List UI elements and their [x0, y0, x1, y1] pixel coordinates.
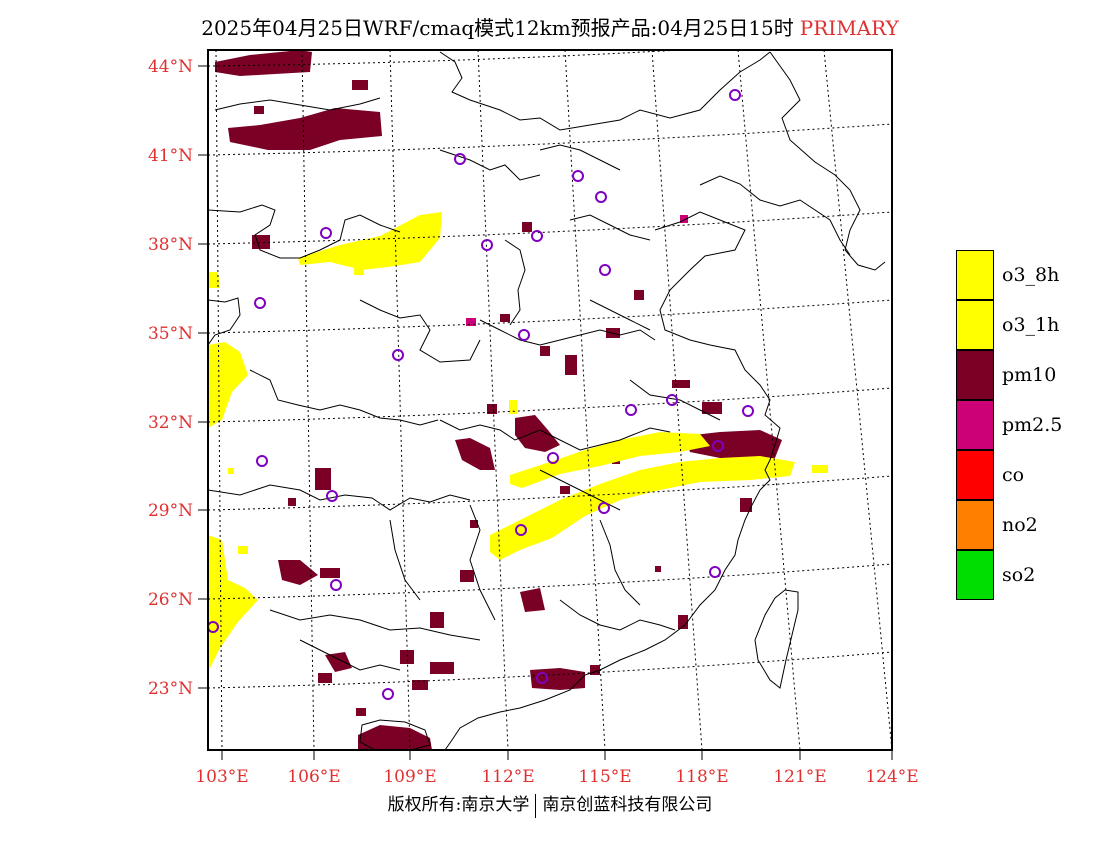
legend-label: so2	[1002, 564, 1036, 586]
legend-label: o3_8h	[1002, 264, 1060, 286]
legend-item-co: co	[956, 450, 1096, 500]
map-title: 2025年04月25日WRF/cmaq模式12km预报产品:04月25日15时 P…	[0, 12, 1100, 41]
lat-label: 38°N	[148, 235, 193, 255]
lat-label: 26°N	[148, 590, 193, 610]
legend-item-so2: so2	[956, 550, 1096, 600]
legend-label: no2	[1002, 514, 1038, 536]
lat-label: 32°N	[148, 413, 193, 433]
credit-separator	[535, 793, 537, 818]
legend-swatch	[956, 550, 994, 600]
lat-label: 29°N	[148, 501, 193, 521]
legend-swatch	[956, 450, 994, 500]
copyright-footer: 版权所有:南京大学 南京创蓝科技有限公司	[0, 790, 1100, 818]
lon-label: 121°E	[773, 767, 826, 787]
boundaries	[208, 51, 886, 750]
axis-ticks	[198, 65, 893, 760]
legend-item-o3-8h: o3_8h	[956, 250, 1096, 300]
lat-label: 41°N	[148, 146, 193, 166]
legend-label: pm2.5	[1002, 414, 1063, 436]
lon-label: 106°E	[287, 767, 340, 787]
legend-swatch	[956, 350, 994, 400]
primary-tag: PRIMARY	[799, 16, 899, 40]
lon-label: 103°E	[195, 767, 248, 787]
lon-label: 118°E	[675, 767, 728, 787]
lat-label: 35°N	[148, 324, 193, 344]
legend-swatch	[956, 400, 994, 450]
pm10-areas	[215, 50, 782, 750]
legend-label: o3_1h	[1002, 314, 1060, 336]
legend-swatch	[956, 500, 994, 550]
legend-item-pm25: pm2.5	[956, 400, 1096, 450]
lat-label: 44°N	[148, 57, 193, 77]
latitude-labels: 44°N 41°N 38°N 35°N 32°N 29°N 26°N 23°N	[148, 57, 193, 699]
legend-item-o3-1h: o3_1h	[956, 300, 1096, 350]
o3-areas	[208, 212, 828, 672]
longitude-labels: 103°E 106°E 109°E 112°E 115°E 118°E 121°…	[195, 767, 918, 787]
lon-label: 112°E	[481, 767, 534, 787]
copyright-left: 版权所有:南京大学	[387, 795, 530, 815]
legend-item-no2: no2	[956, 500, 1096, 550]
title-text: 2025年04月25日WRF/cmaq模式12km预报产品:04月25日15时	[201, 16, 794, 40]
legend-item-pm10: pm10	[956, 350, 1096, 400]
map-content	[208, 50, 892, 750]
copyright-right: 南京创蓝科技有限公司	[542, 795, 713, 815]
legend-swatch	[956, 250, 994, 300]
lon-label: 124°E	[865, 767, 918, 787]
legend-swatch	[956, 300, 994, 350]
lon-label: 115°E	[578, 767, 631, 787]
station-markers	[208, 89, 754, 700]
legend-label: co	[1002, 464, 1025, 486]
lon-label: 109°E	[383, 767, 436, 787]
legend-label: pm10	[1002, 364, 1057, 386]
map-frame	[207, 49, 893, 751]
lat-label: 23°N	[148, 679, 193, 699]
